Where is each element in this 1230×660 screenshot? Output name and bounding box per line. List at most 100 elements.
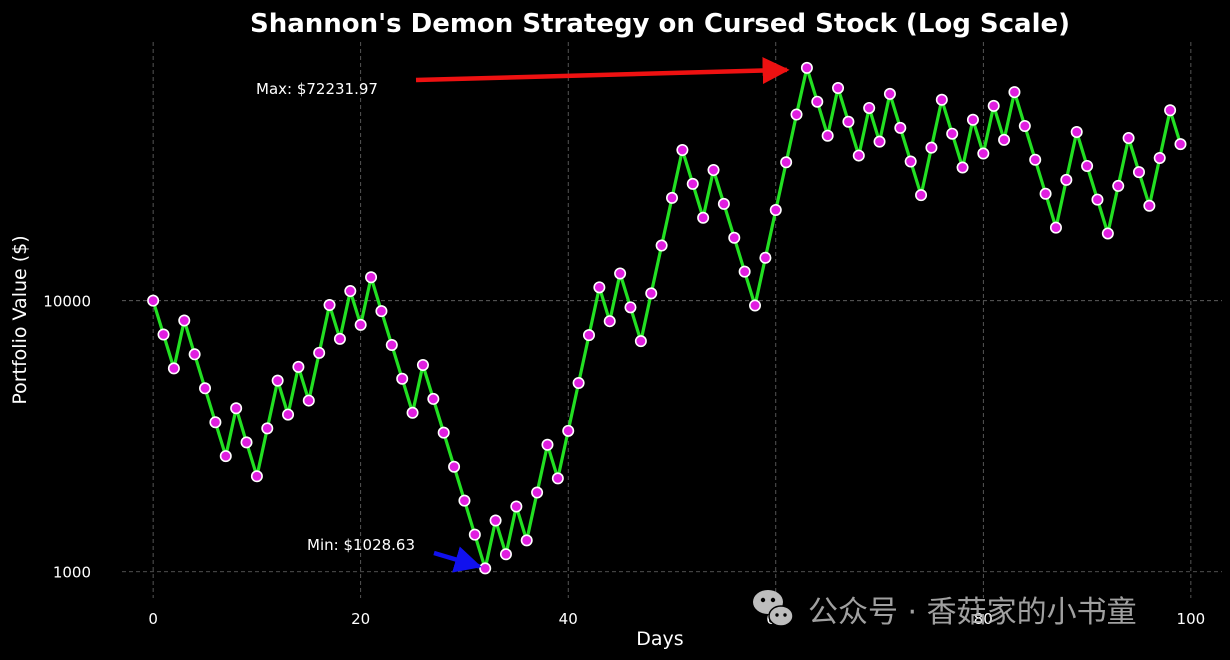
y-tick-label: 1000: [53, 564, 91, 582]
y-axis-label: Portfolio Value ($): [9, 235, 31, 404]
data-point: [302, 394, 315, 407]
data-point: [665, 191, 678, 204]
data-point: [593, 281, 606, 294]
data-point: [966, 113, 979, 126]
data-point: [188, 348, 201, 361]
data-point: [749, 299, 762, 312]
watermark-text: 公众号 · 香菇家的小书童: [808, 595, 1137, 630]
data-point: [842, 115, 855, 128]
data-point: [614, 267, 627, 280]
data-point: [354, 318, 367, 331]
series-polyline: [151, 66, 1183, 571]
data-point: [707, 164, 720, 177]
data-point: [1112, 179, 1125, 192]
data-point: [468, 528, 481, 541]
data-point: [1101, 227, 1114, 240]
data-point: [562, 424, 575, 437]
data-point: [717, 197, 730, 210]
data-point: [821, 129, 834, 142]
data-point: [935, 93, 948, 106]
data-point: [697, 211, 710, 224]
data-point: [873, 135, 886, 148]
data-point: [323, 298, 336, 311]
grid: [122, 42, 1222, 598]
data-point: [811, 95, 824, 108]
data-point: [582, 329, 595, 342]
data-point: [780, 156, 793, 169]
data-point: [925, 141, 938, 154]
min-annotation-label: Min: $1028.63: [307, 536, 415, 554]
data-point: [250, 470, 263, 483]
data-point: [333, 332, 346, 345]
x-tick-label: 100: [1177, 610, 1206, 628]
min-annotation-arrow: [433, 546, 482, 573]
data-point: [282, 408, 295, 421]
data-point: [863, 101, 876, 114]
data-point: [956, 161, 969, 174]
x-tick-label: 40: [559, 610, 578, 628]
data-points: [147, 61, 1187, 575]
data-point: [883, 87, 896, 100]
data-point: [1143, 199, 1156, 212]
data-point: [832, 81, 845, 94]
data-point: [344, 285, 357, 298]
data-point: [230, 402, 243, 415]
data-point: [572, 376, 585, 389]
data-point: [655, 239, 668, 252]
x-tick-label: 80: [974, 610, 993, 628]
data-point: [738, 265, 751, 278]
data-point: [946, 127, 959, 140]
data-point: [645, 287, 658, 300]
x-tick-label: 0: [148, 610, 158, 628]
data-point: [416, 358, 429, 371]
data-point: [406, 406, 419, 419]
data-point: [499, 548, 512, 561]
data-point: [634, 335, 647, 348]
data-point: [1174, 138, 1187, 151]
data-point: [1153, 151, 1166, 164]
data-point: [1018, 119, 1031, 132]
data-point: [157, 328, 170, 341]
data-point: [1029, 153, 1042, 166]
data-point: [209, 416, 222, 429]
data-point: [313, 346, 326, 359]
data-point: [686, 177, 699, 190]
data-point: [551, 472, 564, 485]
x-tick-label: 20: [351, 610, 370, 628]
data-point: [147, 294, 160, 307]
data-point: [790, 108, 803, 121]
x-axis-label: Days: [636, 628, 683, 650]
watermark: 公众号 · 香菇家的小书童: [753, 590, 1137, 630]
y-tick-label: 10000: [43, 293, 91, 311]
chart-title: Shannon's Demon Strategy on Cursed Stock…: [250, 9, 1070, 39]
data-point: [489, 514, 502, 527]
data-point: [1122, 132, 1135, 145]
data-point: [1164, 104, 1177, 117]
data-point: [375, 305, 388, 318]
data-point: [458, 494, 471, 507]
data-point: [728, 231, 741, 244]
y-axis-ticks: 1000 10000: [43, 293, 91, 582]
wechat-icon: [753, 590, 794, 627]
data-point: [448, 460, 461, 473]
data-point: [199, 382, 212, 395]
data-point: [167, 362, 180, 375]
max-annotation-arrow: [415, 57, 790, 85]
data-point: [261, 422, 274, 435]
data-point: [904, 155, 917, 168]
data-point: [396, 372, 409, 385]
data-point: [1060, 173, 1073, 186]
data-point: [365, 271, 378, 284]
data-point: [1070, 126, 1083, 139]
data-point: [479, 562, 492, 575]
data-point: [541, 438, 554, 451]
data-point: [769, 204, 782, 217]
data-point: [271, 374, 284, 387]
data-point: [437, 426, 450, 439]
data-point: [219, 450, 232, 463]
data-point: [510, 500, 523, 513]
data-point: [852, 149, 865, 162]
data-point: [178, 314, 191, 327]
data-point: [1039, 187, 1052, 200]
data-point: [800, 61, 813, 74]
